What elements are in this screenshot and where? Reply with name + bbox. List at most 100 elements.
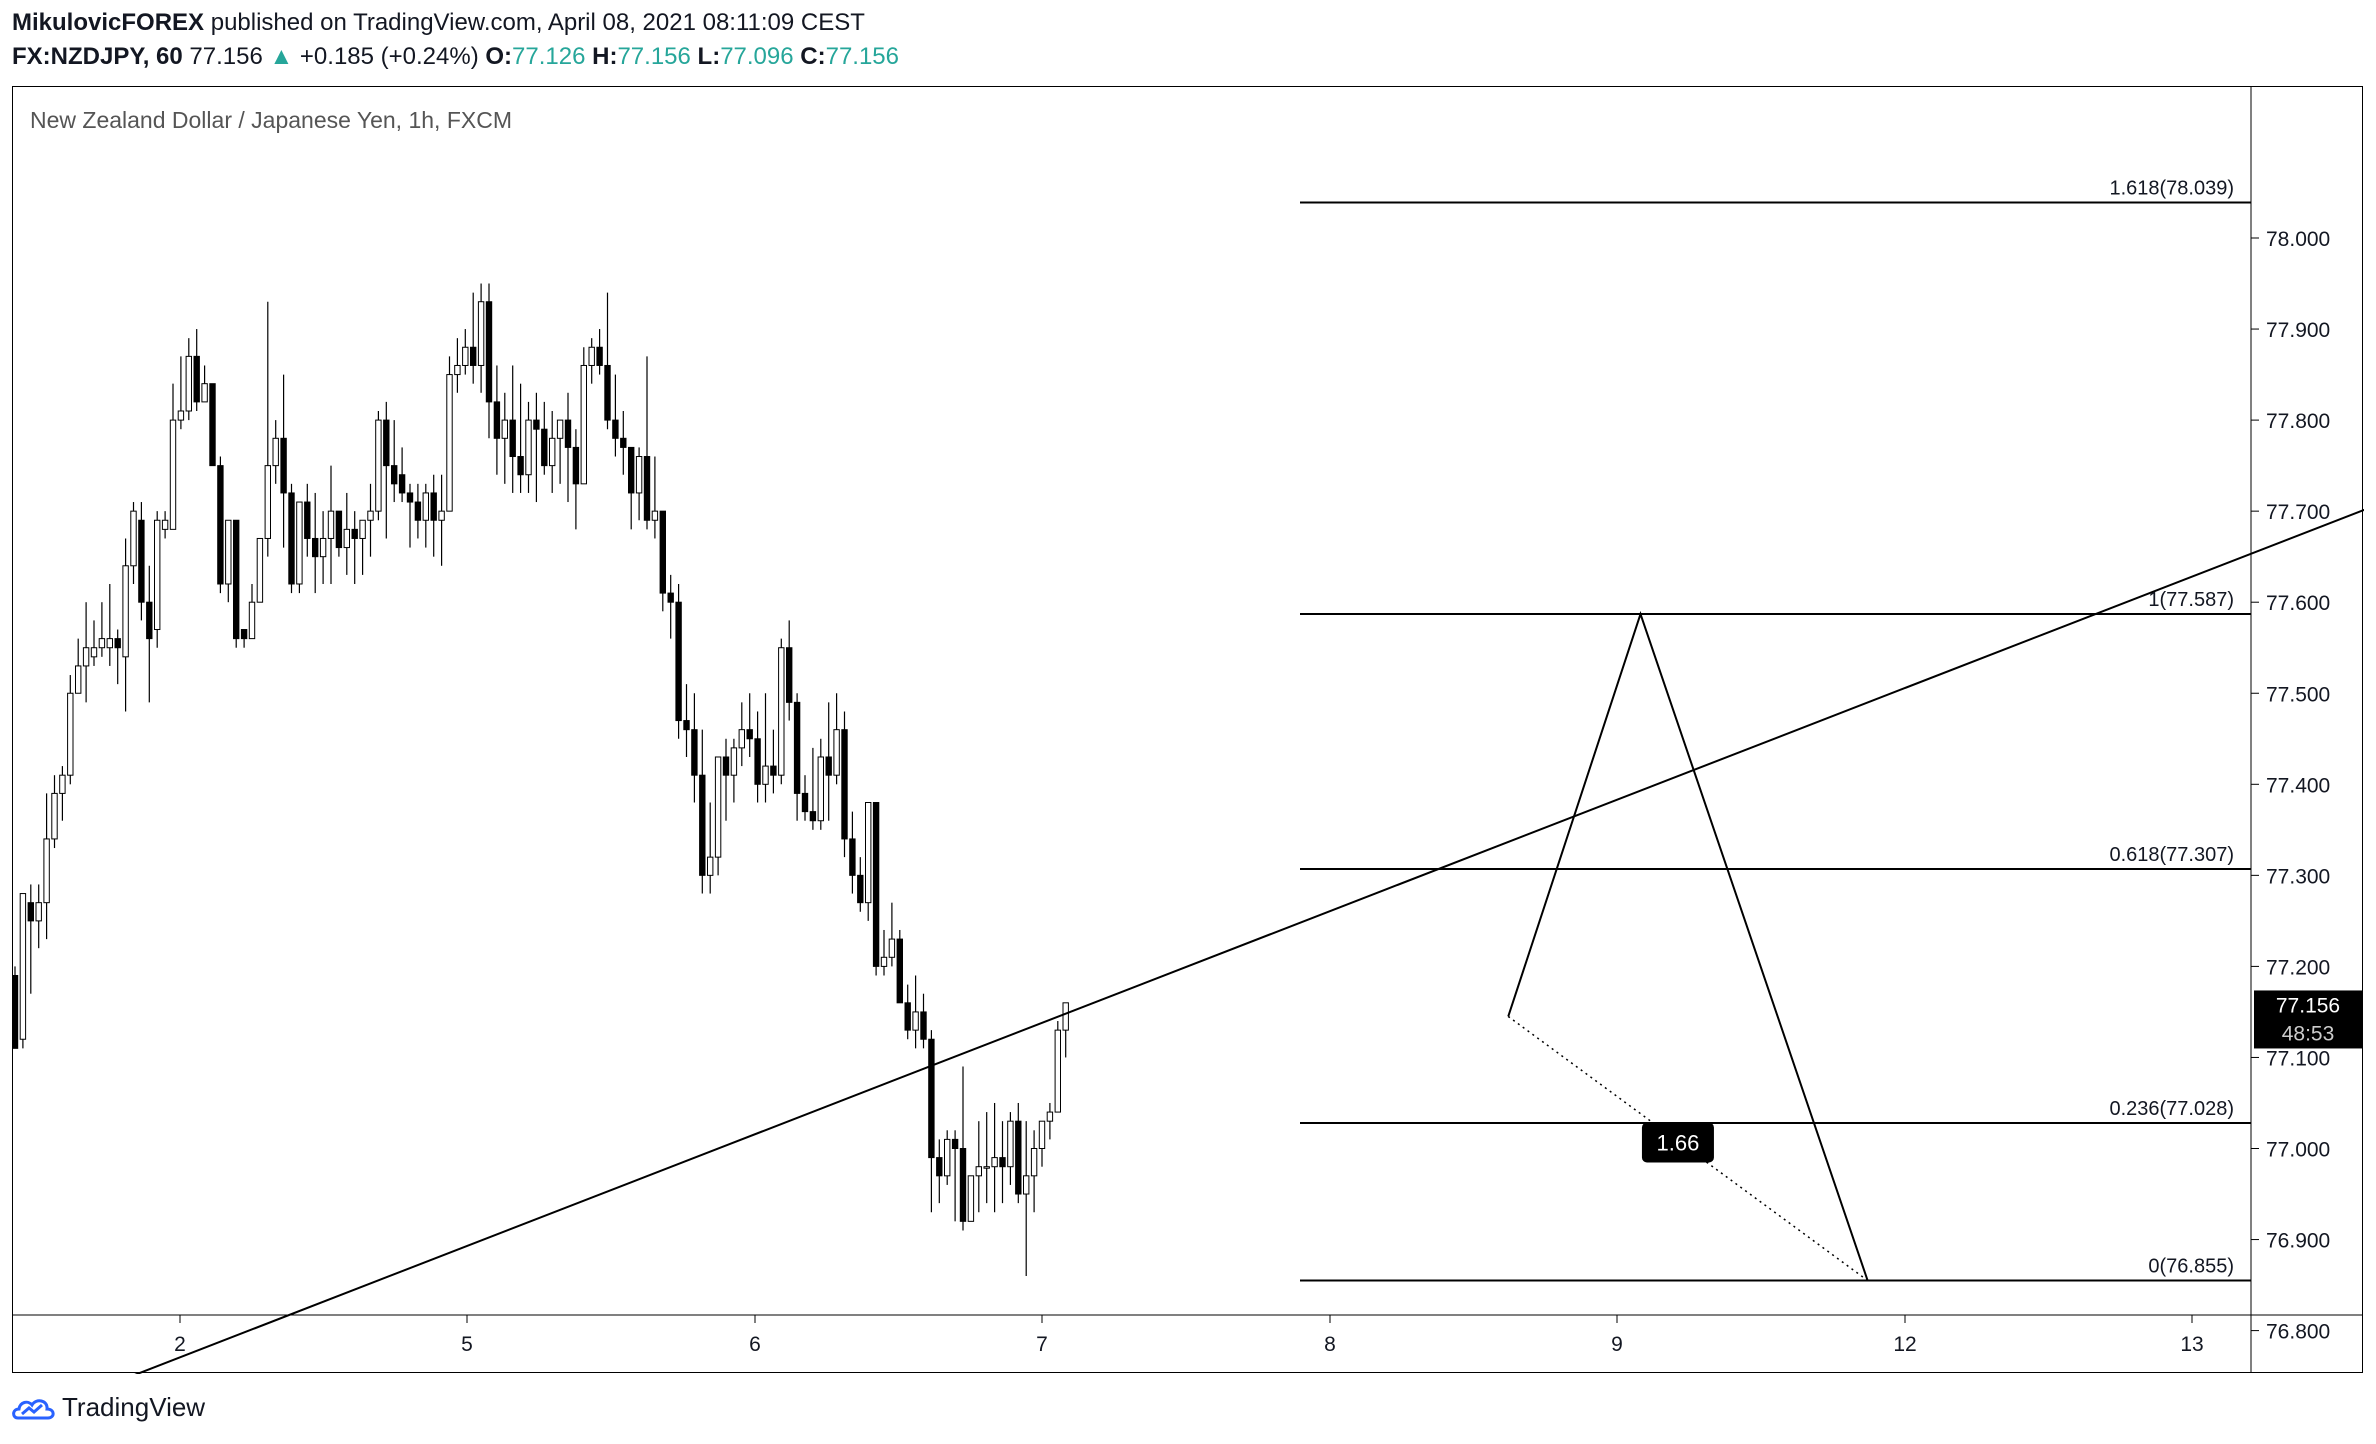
candle-body-down [406,492,414,503]
candle-body-up [477,301,485,366]
price-tick-label: 77.900 [2266,319,2330,342]
candle-body-down [659,510,666,594]
candle-body-up [912,1011,919,1031]
candle-body-down [217,465,224,585]
candle-body-up [817,756,824,822]
candle-body-up [51,792,58,840]
candle-body-up [738,729,745,749]
time-tick-label: 6 [749,1333,761,1356]
candle-body-up [343,528,351,549]
symbol-line: FX:NZDJPY, 60 77.156 ▲ +0.185 (+0.24%) O… [12,40,899,74]
open-value: 77.126 [512,43,586,70]
price-change: +0.185 (+0.24%) [299,43,479,70]
candle-body-up [991,1157,998,1168]
fib-level-label: 1.618(78.039) [2109,177,2234,199]
time-tick-label: 7 [1036,1333,1048,1356]
symbol-label[interactable]: FX:NZDJPY, 60 [12,43,183,70]
candle-body-up [43,838,50,904]
chart-title: New Zealand Dollar / Japanese Yen, 1h, F… [30,107,512,133]
price-tick-label: 77.200 [2266,956,2330,979]
candle-body-up [422,492,430,521]
up-arrow-icon: ▲ [269,43,294,70]
tradingview-brand[interactable]: TradingView [12,1392,205,1423]
pattern-leg-line[interactable] [1507,610,1869,1281]
price-tick-label: 77.100 [2266,1047,2330,1070]
candle-body-up [1062,1002,1069,1031]
candle-body-up [256,537,264,603]
candle-body-up [296,501,303,585]
candle-body-up [714,756,722,858]
candle-body-up [359,519,366,539]
ratio-label-box [1641,1122,1714,1163]
price-axis[interactable]: 76.800 76.900 77.000 77.100 77.200 77.300 77.4… [2251,228,2330,1344]
candle-body-up [90,647,98,658]
chart-frame [12,86,2363,1373]
candle-body-up [501,419,509,439]
time-axis[interactable]: 2 5 6 7 8 9 12 13 [174,1315,2204,1356]
candle-body-up [185,355,193,412]
candle-body-up [248,601,256,640]
last-price: 77.156 [189,43,263,70]
fib-level-label: 0.618(77.307) [2109,844,2234,866]
candle-body-down [193,355,200,403]
candle-body-down [240,629,248,640]
trend-line[interactable] [108,147,2364,1374]
close-value: 77.156 [825,43,899,70]
candle-body-up [975,1166,982,1177]
price-tick-label: 78.000 [2266,228,2330,251]
time-tick-label: 8 [1324,1333,1336,1356]
drawings-layer: 1.618(78.039) 1(77.587) 0.618(77.307) 0.236… [108,147,2364,1374]
publish-info: published on TradingView.com, April 08, … [210,9,865,36]
candle-body-down [801,792,809,813]
candle-body-up [525,419,532,476]
fib-level-label: 1(77.587) [2148,589,2234,611]
candle-body-up [888,938,896,958]
candle-body-up [75,665,82,694]
candle-body-up [82,647,90,667]
candle-body-down [628,446,635,494]
candle-body-up [19,893,27,1040]
author-name[interactable]: MikulovicFOREX [12,9,205,36]
time-tick-label: 5 [461,1333,473,1356]
candle-body-up [1007,1120,1014,1168]
time-tick-label: 2 [174,1333,186,1356]
candle-body-up [446,374,453,512]
candle-body-down [517,456,524,476]
price-tick-label: 77.000 [2266,1139,2330,1162]
candle-body-down [770,765,777,776]
candle-body-up [177,410,185,421]
candle-body-down [896,938,903,1004]
candle-body-up [462,346,469,366]
time-tick-label: 9 [1611,1333,1623,1356]
tradingview-cloud-icon [12,1398,55,1419]
publish-line: MikulovicFOREX published on TradingView.… [12,6,899,40]
candle-body-down [146,601,153,640]
candle-body-down [280,437,287,494]
price-tick-label: 76.900 [2266,1230,2330,1253]
candle-body-down [928,1038,935,1159]
candle-body-up [225,519,232,585]
candle-body-up [122,565,129,658]
candle-body-up [454,364,461,376]
price-chart[interactable]: New Zealand Dollar / Japanese Yen, 1h, F… [12,86,2364,1374]
candle-body-down [746,729,753,740]
candle-body-down [604,364,611,421]
candle-body-down [675,601,682,722]
candle-body-up [1038,1120,1046,1150]
candle-body-down [351,528,358,539]
price-tick-label: 77.700 [2266,501,2330,524]
candle-body-up [319,537,327,558]
candle-body-down [643,456,651,521]
time-tick-label: 13 [2180,1333,2203,1356]
candle-body-down [612,419,619,439]
ratio-label: 1.66 [1657,1131,1700,1156]
candle-body-down [233,519,240,640]
fib-level-label: 0(76.855) [2148,1256,2234,1278]
candle-body-down [509,419,516,458]
candle-body-up [1023,1175,1030,1195]
candle-body-up [272,437,279,467]
candle-body-up [635,456,643,494]
candle-body-up [651,510,659,521]
candle-body-up [730,747,738,776]
time-tick-label: 12 [1893,1333,1916,1356]
